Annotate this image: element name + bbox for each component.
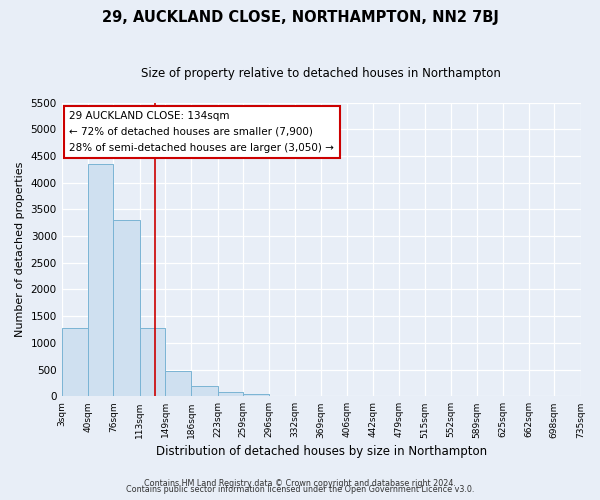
Bar: [62, 328, 88, 396]
Y-axis label: Number of detached properties: Number of detached properties: [15, 162, 25, 337]
Text: Contains HM Land Registry data © Crown copyright and database right 2024.: Contains HM Land Registry data © Crown c…: [144, 478, 456, 488]
Title: Size of property relative to detached houses in Northampton: Size of property relative to detached ho…: [141, 68, 501, 80]
Text: Contains public sector information licensed under the Open Government Licence v3: Contains public sector information licen…: [126, 485, 474, 494]
X-axis label: Distribution of detached houses by size in Northampton: Distribution of detached houses by size …: [155, 444, 487, 458]
Bar: [88, 164, 113, 396]
Bar: [165, 370, 191, 396]
Bar: [243, 394, 269, 396]
Bar: [218, 392, 243, 396]
Text: 29, AUCKLAND CLOSE, NORTHAMPTON, NN2 7BJ: 29, AUCKLAND CLOSE, NORTHAMPTON, NN2 7BJ: [101, 10, 499, 25]
Text: 29 AUCKLAND CLOSE: 134sqm
← 72% of detached houses are smaller (7,900)
28% of se: 29 AUCKLAND CLOSE: 134sqm ← 72% of detac…: [70, 112, 334, 152]
Bar: [140, 328, 165, 396]
Bar: [191, 386, 218, 396]
Bar: [113, 220, 140, 396]
